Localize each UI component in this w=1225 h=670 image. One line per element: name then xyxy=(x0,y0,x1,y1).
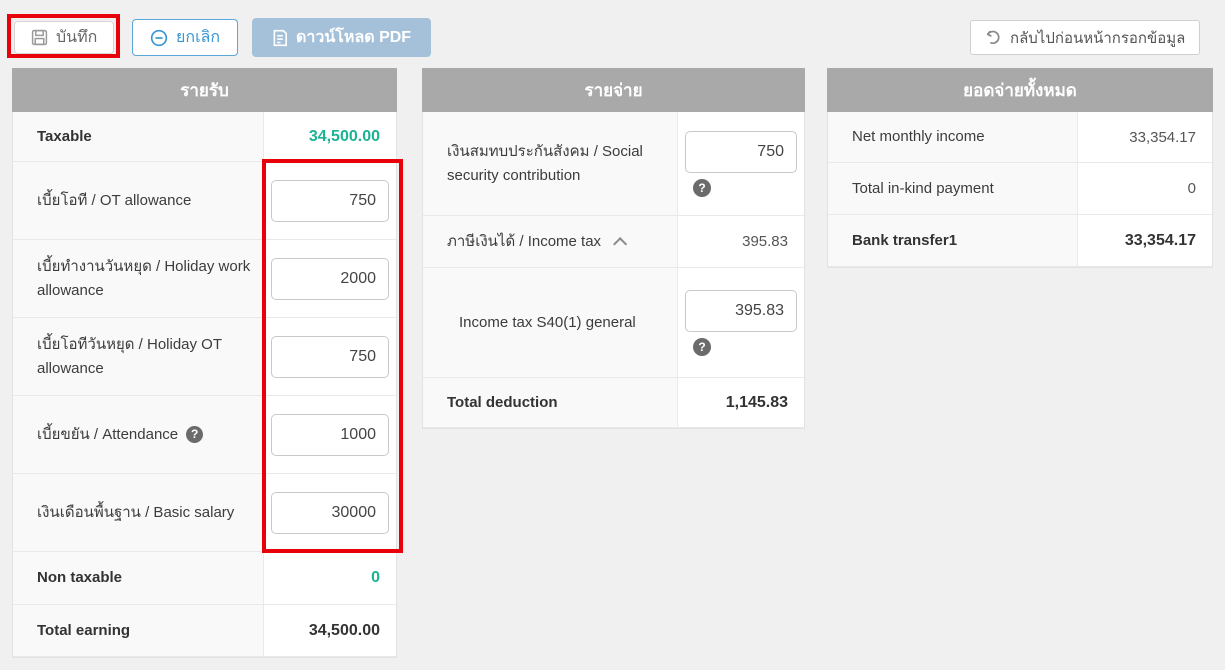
income-tax-value: 395.83 xyxy=(678,216,804,267)
pdf-file-icon xyxy=(272,29,288,47)
deduction-table-header: รายจ่าย xyxy=(422,68,805,112)
download-pdf-label: ดาวน์โหลด PDF xyxy=(296,29,412,46)
total-deduction-label: Total deduction xyxy=(423,378,678,427)
basic-salary-label: เงินเดือนพื้นฐาน / Basic salary xyxy=(13,474,264,551)
income-tax-label: ภาษีเงินได้ / Income tax xyxy=(447,232,602,250)
social-security-input[interactable] xyxy=(685,130,797,173)
income-row-total-earning: Total earning 34,500.00 xyxy=(13,605,396,657)
income-row-ot-allowance: เบี้ยโอที / OT allowance xyxy=(13,162,396,240)
save-floppy-icon xyxy=(31,29,48,46)
income-table: รายรับ Taxable 34,500.00 เบี้ยโอที / OT … xyxy=(12,68,397,658)
attendance-label: เบี้ยขยัน / Attendance xyxy=(37,425,179,443)
total-deduction-value: 1,145.83 xyxy=(678,378,804,427)
bank-transfer-label: Bank transfer1 xyxy=(828,215,1078,266)
non-taxable-value: 0 xyxy=(264,552,396,604)
deduction-row-income-tax-s40: Income tax S40(1) general ? xyxy=(423,268,804,378)
net-monthly-income-value: 33,354.17 xyxy=(1078,112,1212,162)
summary-table-header: ยอดจ่ายทั้งหมด xyxy=(827,68,1213,112)
attendance-input[interactable] xyxy=(271,413,389,456)
cancel-button-label: ยกเลิก xyxy=(176,29,221,46)
deduction-row-social-security: เงินสมทบประกันสังคม / Social security co… xyxy=(423,112,804,216)
back-button-label: กลับไปก่อนหน้ากรอกข้อมูล xyxy=(1010,29,1186,47)
deduction-table: รายจ่าย เงินสมทบประกันสังคม / Social sec… xyxy=(422,68,805,429)
summary-table: ยอดจ่ายทั้งหมด Net monthly income 33,354… xyxy=(827,68,1213,268)
attendance-help-icon[interactable]: ? xyxy=(186,426,204,443)
taxable-value: 34,500.00 xyxy=(264,112,396,161)
total-earning-value: 34,500.00 xyxy=(264,605,396,656)
ot-allowance-input[interactable] xyxy=(271,179,389,222)
total-in-kind-label: Total in-kind payment xyxy=(828,163,1078,214)
cancel-button[interactable]: ยกเลิก xyxy=(132,19,239,56)
total-earning-label: Total earning xyxy=(13,605,264,656)
back-to-previous-button[interactable]: กลับไปก่อนหน้ากรอกข้อมูล xyxy=(970,20,1201,55)
minus-circle-icon xyxy=(150,29,168,47)
bank-transfer-value: 33,354.17 xyxy=(1078,215,1212,266)
income-row-taxable: Taxable 34,500.00 xyxy=(13,112,396,162)
download-pdf-button[interactable]: ดาวน์โหลด PDF xyxy=(252,18,432,57)
deduction-row-income-tax: ภาษีเงินได้ / Income tax 395.83 xyxy=(423,216,804,268)
income-row-basic-salary: เงินเดือนพื้นฐาน / Basic salary xyxy=(13,474,396,552)
ot-allowance-label: เบี้ยโอที / OT allowance xyxy=(13,162,264,239)
holiday-ot-allowance-label: เบี้ยโอทีวันหยุด / Holiday OT allowance xyxy=(13,318,264,395)
income-tax-collapse-chevron-icon[interactable] xyxy=(613,236,628,251)
basic-salary-input[interactable] xyxy=(271,491,389,534)
summary-row-total-in-kind: Total in-kind payment 0 xyxy=(828,163,1212,215)
income-row-holiday-work-allowance: เบี้ยทำงานวันหยุด / Holiday work allowan… xyxy=(13,240,396,318)
income-tax-s40-label: Income tax S40(1) general xyxy=(423,268,678,377)
taxable-label: Taxable xyxy=(13,112,264,161)
social-security-label: เงินสมทบประกันสังคม / Social security co… xyxy=(423,112,678,215)
total-in-kind-value: 0 xyxy=(1078,163,1212,214)
income-row-attendance: เบี้ยขยัน / Attendance ? xyxy=(13,396,396,474)
save-button[interactable]: บันทึก xyxy=(14,21,115,54)
income-row-non-taxable: Non taxable 0 xyxy=(13,552,396,605)
save-button-label: บันทึก xyxy=(56,29,98,46)
deduction-row-total: Total deduction 1,145.83 xyxy=(423,378,804,428)
income-row-holiday-ot-allowance: เบี้ยโอทีวันหยุด / Holiday OT allowance xyxy=(13,318,396,396)
non-taxable-label: Non taxable xyxy=(13,552,264,604)
social-security-help-icon[interactable]: ? xyxy=(693,178,711,197)
income-table-header: รายรับ xyxy=(12,68,397,112)
undo-arrow-icon xyxy=(985,29,1002,46)
net-monthly-income-label: Net monthly income xyxy=(828,112,1078,162)
holiday-ot-allowance-input[interactable] xyxy=(271,335,389,378)
summary-row-bank-transfer: Bank transfer1 33,354.17 xyxy=(828,215,1212,267)
income-tax-s40-input[interactable] xyxy=(685,289,797,332)
holiday-work-allowance-input[interactable] xyxy=(271,257,389,300)
summary-row-net-monthly-income: Net monthly income 33,354.17 xyxy=(828,112,1212,163)
holiday-work-allowance-label: เบี้ยทำงานวันหยุด / Holiday work allowan… xyxy=(13,240,264,317)
income-tax-s40-help-icon[interactable]: ? xyxy=(693,337,711,356)
